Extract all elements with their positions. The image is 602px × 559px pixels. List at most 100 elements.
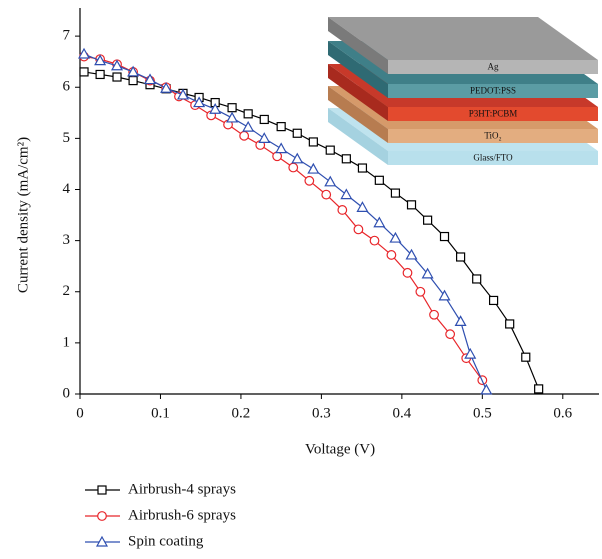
x-tick-label: 0.1 [151,405,170,421]
marker [94,54,107,66]
marker [373,216,386,228]
y-tick-label: 1 [63,334,71,350]
legend-label: Airbrush-4 sprays [128,481,236,497]
layer-side [328,64,388,121]
marker [308,137,318,147]
marker [292,128,302,138]
x-tick-label: 0.4 [392,405,411,421]
marker [143,73,157,85]
marker [438,289,451,301]
y-tick-label: 6 [63,79,71,95]
marker [160,82,173,93]
marker [112,72,122,82]
marker [521,352,531,362]
x-axis-label: Voltage (V) [305,441,375,457]
marker [356,201,369,212]
marker [464,347,477,359]
y-axis-label: Current density (mA/cm²) [15,137,31,293]
marker [402,267,413,278]
marker [405,248,418,260]
marker [439,231,450,242]
marker [423,215,433,225]
marker [275,142,288,154]
marker [429,309,439,320]
layer-label: P3HT:PCBM [469,109,518,119]
layer-label: TiO₂ [484,131,501,141]
layer-side [328,108,388,165]
marker [534,384,544,394]
marker [353,224,364,235]
marker [421,267,434,279]
layer-side [328,86,388,143]
layer-front [388,151,598,165]
layer-front [388,60,598,74]
marker [291,152,304,164]
marker [324,175,337,187]
marker [386,250,397,260]
x-tick-label: 0.3 [312,405,331,421]
marker [369,235,380,246]
marker [304,175,315,186]
marker [357,163,368,173]
marker [127,65,140,77]
x-tick-label: 0.2 [232,405,251,421]
marker [341,154,351,164]
y-tick-label: 2 [63,283,71,299]
layer-side [328,41,388,98]
x-tick-label: 0.6 [553,405,572,421]
layer-label: Ag [488,62,499,72]
layer-label: Glass/FTO [473,153,513,163]
marker [374,175,384,185]
marker [415,286,426,297]
x-tick-label: 0.5 [473,405,492,421]
layer-front [388,84,598,98]
marker [488,295,499,306]
layer-label: PEDOT:PSS [470,86,516,96]
marker [337,205,348,215]
marker [456,252,466,262]
marker [110,59,124,71]
marker [193,96,206,108]
marker [325,145,335,155]
marker [321,189,332,200]
marker [79,67,89,77]
marker [389,231,402,243]
x-tick-label: 0 [76,405,84,421]
marker [472,274,482,284]
device-inset: Glass/FTO TiO₂ P3HT:PCBM PEDOT:PSS Ag [328,17,598,165]
layer-top [328,17,598,60]
marker [242,120,255,132]
marker [78,47,91,59]
legend-marker [97,485,107,495]
legend-marker [95,535,109,547]
legend-label: Spin coating [128,533,204,549]
marker [307,162,320,174]
y-tick-label: 4 [63,181,71,197]
layer-front [388,129,598,143]
legend-marker [97,511,107,521]
marker [505,319,515,329]
marker [128,75,138,86]
marker [480,383,493,395]
marker [272,151,283,162]
marker [454,315,467,327]
marker [239,130,250,141]
layer-side [328,17,388,74]
marker [276,122,286,132]
layer-front [388,107,598,121]
marker [390,188,401,198]
marker [259,114,269,125]
marker [406,200,417,210]
y-tick-label: 0 [63,385,71,401]
marker [95,69,105,80]
marker [243,109,253,119]
legend-label: Airbrush-6 sprays [128,507,236,523]
y-tick-label: 5 [63,130,71,146]
marker [209,102,222,114]
marker [258,132,271,143]
marker [445,329,456,340]
marker [176,88,190,100]
marker [227,103,237,113]
marker [340,188,353,200]
